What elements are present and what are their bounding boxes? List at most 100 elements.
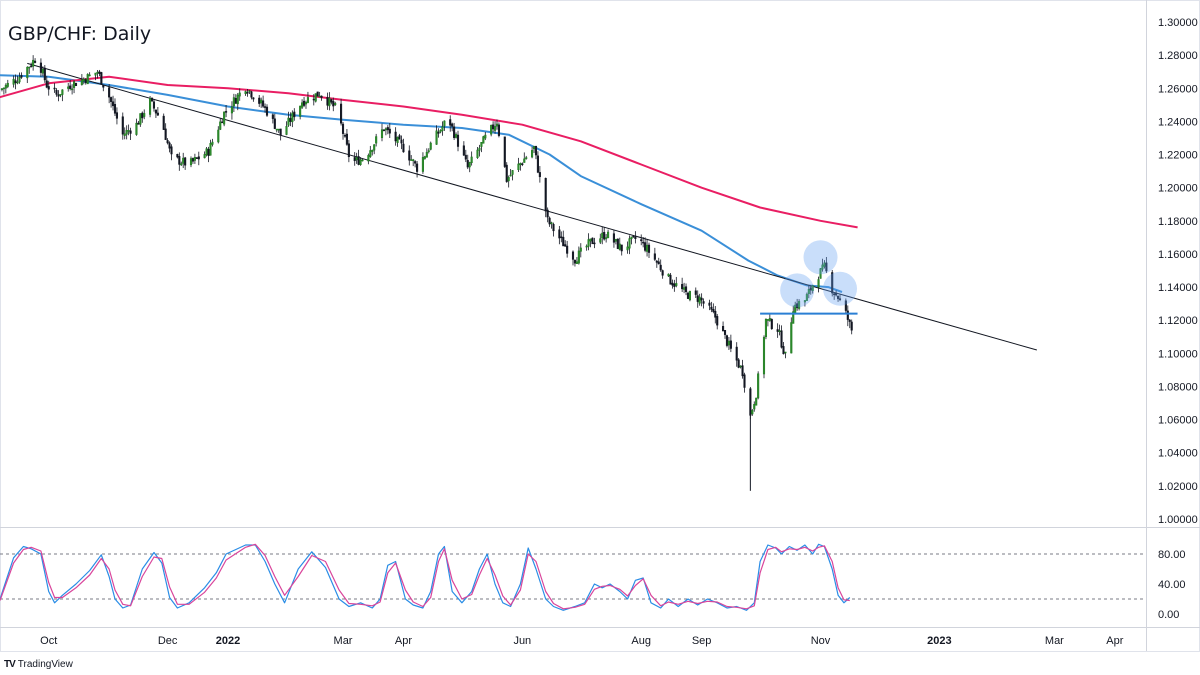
candle-body (525, 157, 528, 159)
candle-body (57, 94, 60, 97)
candle-body (764, 318, 767, 338)
candle-body (657, 261, 660, 265)
candle-body (193, 157, 196, 161)
candle-body (497, 124, 500, 136)
candle-body (534, 145, 538, 156)
candle-body (230, 106, 233, 114)
candle-body (616, 238, 619, 249)
candle-body (538, 172, 541, 178)
candle-body (618, 243, 621, 250)
price-tick-label: 1.14000 (1158, 282, 1198, 294)
candle-body (4, 84, 7, 89)
candle-body (577, 250, 580, 264)
candle-body (258, 97, 261, 104)
candle-body (741, 365, 744, 377)
candle-body (302, 100, 306, 106)
candle-body (96, 71, 99, 74)
candle-body (817, 279, 820, 288)
candle-body (573, 260, 576, 264)
candle-body (712, 309, 715, 312)
candle-body (55, 89, 58, 95)
time-tick-label: Mar (334, 635, 353, 647)
tradingview-branding: TV TradingView (4, 659, 73, 670)
candle-body (837, 295, 840, 299)
candle-body (74, 82, 78, 87)
candle-body (343, 135, 347, 137)
candle-body (521, 163, 524, 165)
candle-body (493, 126, 497, 131)
candle-body (511, 170, 514, 175)
candle-body (262, 100, 265, 107)
candle-body (681, 284, 684, 290)
candle-body (94, 72, 97, 76)
candle-body (14, 80, 17, 84)
price-tick-label: 1.04000 (1158, 448, 1198, 460)
candle-body (478, 147, 481, 151)
candle-body (729, 340, 732, 349)
price-tick-label: 1.28000 (1158, 50, 1198, 62)
moving-average-line (0, 74, 843, 293)
candle-body (476, 149, 479, 159)
candle-body (355, 157, 358, 161)
chart-title: GBP/CHF: Daily (8, 23, 151, 45)
candle-body (686, 292, 690, 299)
candle-body (495, 123, 499, 127)
candle-body (150, 97, 154, 102)
pattern-highlight-circle (803, 240, 838, 275)
candle-body (189, 158, 193, 166)
candle-body (277, 128, 280, 131)
candle-body (221, 121, 224, 124)
descending-trendline (27, 62, 1037, 351)
candle-body (135, 122, 138, 135)
candle-body (531, 150, 534, 158)
candle-body (833, 293, 836, 296)
price-tick-label: 1.26000 (1158, 83, 1198, 95)
candle-body (630, 236, 633, 239)
candle-body (252, 97, 255, 100)
candle-body (846, 310, 849, 320)
candle-body (340, 103, 343, 124)
candle-body (314, 93, 317, 102)
candle-body (225, 111, 228, 113)
candle-body (803, 300, 806, 303)
candle-body (59, 94, 62, 96)
time-tick-label: Nov (811, 635, 831, 647)
candle-body (562, 236, 565, 247)
candle-body (334, 103, 337, 106)
candle-body (71, 88, 74, 91)
candle-body (43, 67, 46, 81)
candle-body (67, 86, 70, 89)
candle-body (47, 86, 50, 90)
price-tick-label: 1.08000 (1158, 381, 1198, 393)
candle-body (301, 102, 304, 108)
candle-body (373, 144, 376, 151)
candle-body (684, 286, 688, 292)
candle-body (330, 99, 333, 103)
candle-body (667, 273, 670, 277)
candle-body (599, 238, 602, 243)
stochastic-tick-label: 40.00 (1158, 579, 1186, 591)
price-tick-label: 1.20000 (1158, 183, 1198, 195)
candle-body (102, 84, 105, 88)
candle-body (12, 78, 15, 85)
candles-group (0, 55, 853, 420)
candle-body (723, 329, 727, 335)
candle-body (180, 163, 183, 166)
candle-body (61, 89, 64, 95)
candle-body (299, 105, 302, 117)
candle-body (591, 237, 594, 245)
candle-body (464, 154, 467, 160)
candle-body (80, 79, 83, 85)
time-tick-label: Apr (395, 635, 412, 647)
candle-body (669, 274, 672, 285)
candle-body (113, 104, 117, 114)
candle-body (607, 231, 610, 238)
candle-body (423, 156, 426, 159)
candle-body (632, 235, 635, 238)
candle-body (306, 97, 309, 103)
candle-body (191, 158, 194, 162)
candle-body (402, 143, 405, 153)
candle-body (507, 177, 510, 182)
time-tick-label: Sep (692, 635, 712, 647)
